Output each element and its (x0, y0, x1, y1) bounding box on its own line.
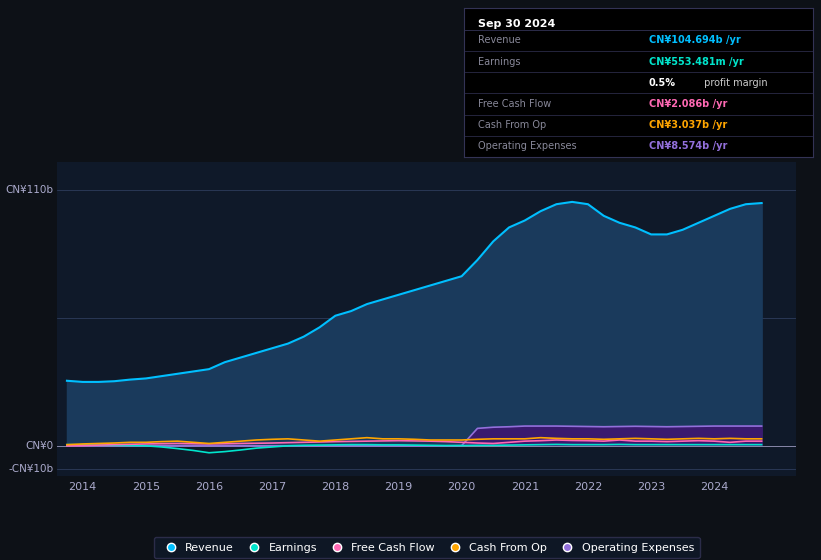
Text: Free Cash Flow: Free Cash Flow (478, 99, 551, 109)
Text: Cash From Op: Cash From Op (478, 120, 546, 130)
Text: Earnings: Earnings (478, 57, 521, 67)
Text: CN¥8.574b /yr: CN¥8.574b /yr (649, 141, 727, 151)
Text: CN¥2.086b /yr: CN¥2.086b /yr (649, 99, 727, 109)
Text: 0.5%: 0.5% (649, 78, 676, 88)
Legend: Revenue, Earnings, Free Cash Flow, Cash From Op, Operating Expenses: Revenue, Earnings, Free Cash Flow, Cash … (154, 537, 699, 558)
Text: CN¥3.037b /yr: CN¥3.037b /yr (649, 120, 727, 130)
Text: Sep 30 2024: Sep 30 2024 (478, 19, 555, 29)
Text: Revenue: Revenue (478, 35, 521, 45)
Text: CN¥553.481m /yr: CN¥553.481m /yr (649, 57, 744, 67)
Text: CN¥0: CN¥0 (25, 441, 54, 451)
Text: Operating Expenses: Operating Expenses (478, 141, 576, 151)
Text: profit margin: profit margin (701, 78, 768, 88)
Text: CN¥110b: CN¥110b (6, 185, 54, 195)
Text: CN¥104.694b /yr: CN¥104.694b /yr (649, 35, 741, 45)
Text: -CN¥10b: -CN¥10b (9, 464, 54, 474)
